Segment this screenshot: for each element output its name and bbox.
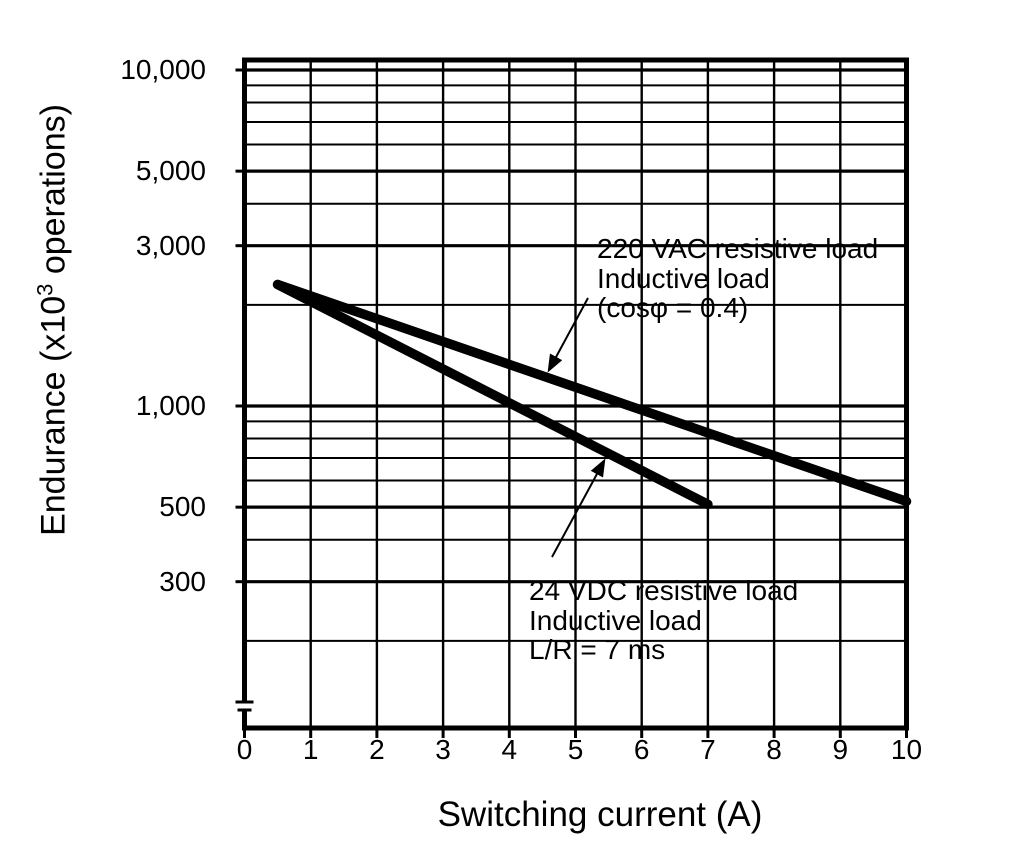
x-axis-title: Switching current (A): [437, 795, 763, 834]
curve-220vac: [272, 279, 912, 507]
annotation-arrow-24vdc: [551, 458, 606, 558]
y-axis-title-superscript: 3: [32, 283, 58, 296]
y-tick-label: 500: [159, 491, 206, 523]
y-tick-label: 300: [159, 565, 206, 597]
plot-border: [242, 57, 909, 731]
x-tick-label: 0: [236, 734, 253, 765]
annotation-line: Inductive load: [529, 604, 702, 636]
annotation-line: 24 VDC resistive load: [529, 575, 799, 606]
y-tick-label: 5,000: [135, 155, 206, 187]
annotation-220vac-label: 220 VAC resistive load Inductive load (c…: [597, 234, 878, 323]
x-tick-label: 4: [501, 734, 518, 765]
y-tick-label: 3,000: [135, 229, 206, 261]
x-tick-label: 8: [766, 734, 782, 765]
x-tick-label: 7: [700, 734, 716, 765]
x-tick-label: 6: [633, 734, 650, 765]
y-tick-label: 10,000: [120, 54, 206, 85]
axis-break-gap: [239, 703, 250, 709]
x-tick-label: 1: [302, 734, 319, 765]
annotation-arrow-220vac: [547, 297, 589, 373]
x-tick-label: 2: [369, 734, 385, 765]
annotation-line: (cosφ = 0.4): [597, 292, 749, 323]
x-tick-label: 3: [435, 734, 451, 765]
x-tick-label: 10: [890, 734, 923, 765]
x-tick-label: 9: [832, 734, 849, 765]
annotation-24vdc-label: 24 VDC resistive load Inductive load L/R…: [529, 576, 798, 665]
annotation-line: Inductive load: [597, 262, 770, 294]
annotation-line: 220 VAC resistive load: [597, 233, 879, 264]
curve-24vdc: [272, 279, 713, 510]
x-tick-label: 5: [567, 734, 584, 765]
y-tick-label: 1,000: [135, 390, 206, 421]
annotation-line: L/R = 7 ms: [529, 634, 666, 665]
